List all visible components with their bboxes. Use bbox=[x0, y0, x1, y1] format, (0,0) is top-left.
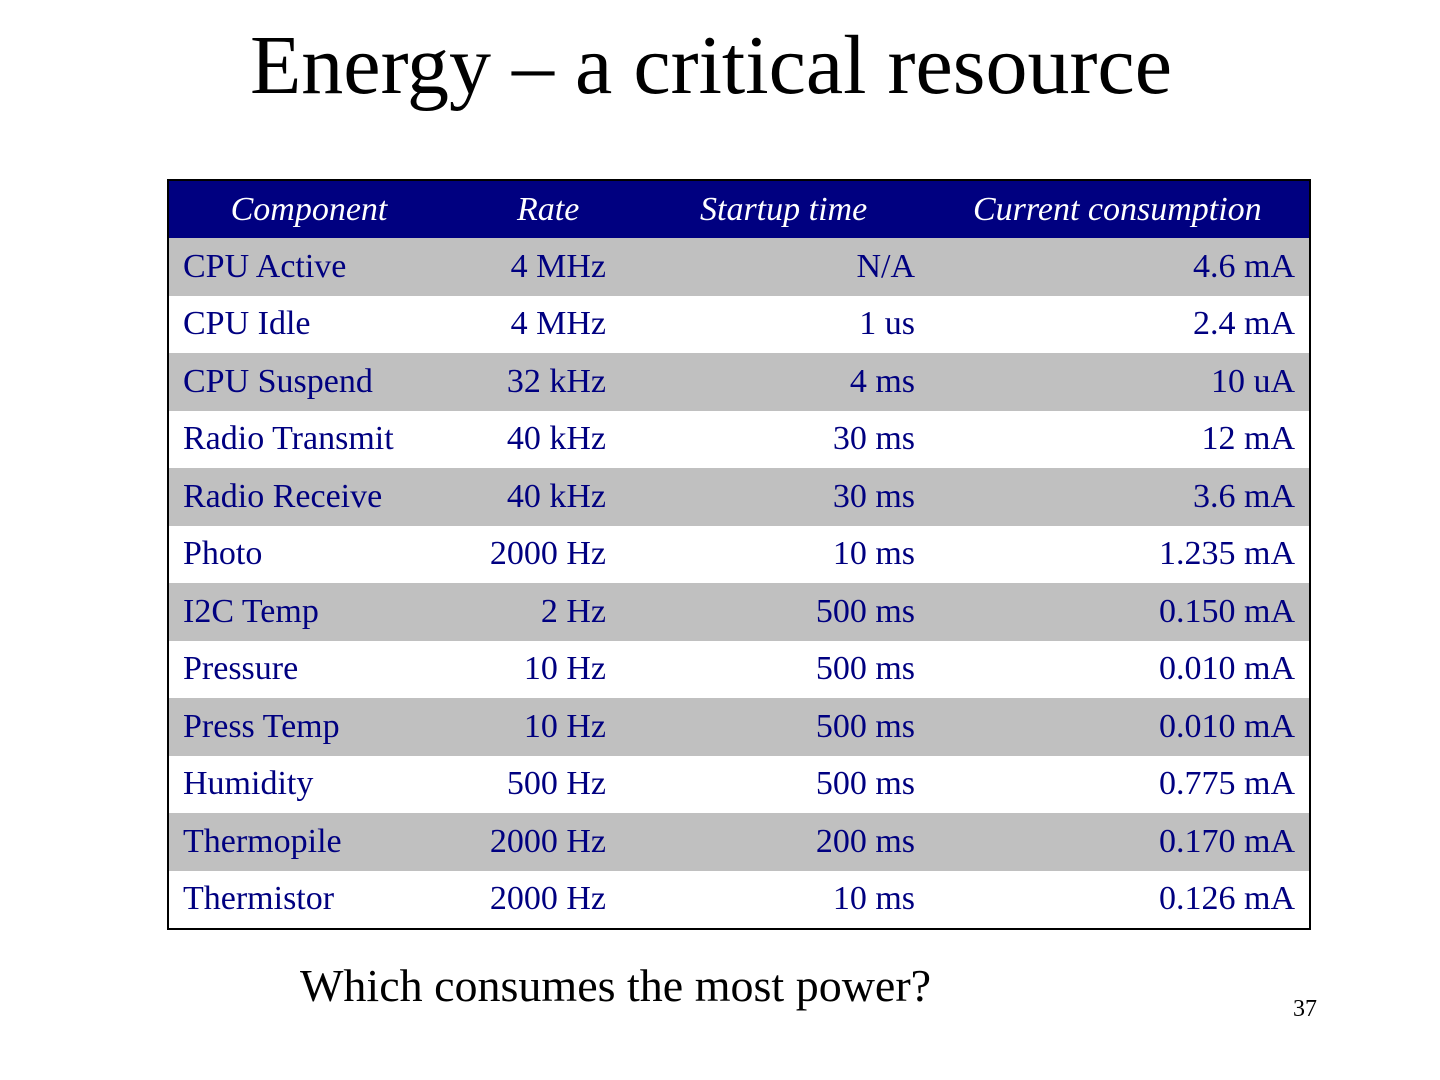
cell-startup-time: 500 ms bbox=[815, 592, 915, 630]
cell-current: 0.010 mA bbox=[1159, 707, 1295, 745]
cell-current: 12 mA bbox=[1201, 420, 1296, 458]
table-row: CPU Active 4 MHz N/A 4.6 mA bbox=[169, 238, 1309, 296]
question-text: Which consumes the most power? bbox=[300, 960, 932, 1011]
cell-startup-time: 10 ms bbox=[832, 880, 915, 918]
table-row: Radio Receive 40 kHz 30 ms 3.6 mA bbox=[169, 468, 1309, 526]
cell-startup-time: 200 ms bbox=[815, 822, 915, 860]
cell-current: 0.126 mA bbox=[1159, 880, 1295, 918]
cell-component: I2C Temp bbox=[183, 592, 319, 630]
table-row: Thermopile 2000 Hz 200 ms 0.170 mA bbox=[169, 813, 1309, 871]
component-table: Component Rate Startup time Current cons… bbox=[167, 179, 1311, 930]
page-number: 37 bbox=[1293, 996, 1317, 1022]
header-component: Component bbox=[230, 190, 388, 228]
cell-component: CPU Suspend bbox=[183, 362, 373, 400]
table-row: Pressure 10 Hz 500 ms 0.010 mA bbox=[169, 640, 1309, 698]
cell-current: 0.170 mA bbox=[1159, 822, 1295, 860]
cell-startup-time: 500 ms bbox=[815, 707, 915, 745]
cell-rate: 2000 Hz bbox=[489, 880, 606, 918]
cell-startup-time: 10 ms bbox=[832, 535, 915, 573]
cell-startup-time: 500 ms bbox=[815, 650, 915, 688]
slide-title: Energy – a critical resource bbox=[250, 19, 1172, 112]
cell-component: Thermistor bbox=[183, 880, 335, 918]
cell-current: 2.4 mA bbox=[1193, 305, 1295, 343]
cell-component: CPU Idle bbox=[183, 305, 311, 343]
cell-rate: 32 kHz bbox=[506, 362, 606, 400]
cell-component: Humidity bbox=[183, 765, 314, 803]
cell-rate: 10 Hz bbox=[523, 650, 606, 688]
table-row: Photo 2000 Hz 10 ms 1.235 mA bbox=[169, 525, 1309, 583]
cell-current: 1.235 mA bbox=[1159, 535, 1295, 573]
header-current-consumption: Current consumption bbox=[973, 190, 1262, 228]
cell-startup-time: 1 us bbox=[859, 305, 915, 343]
cell-startup-time: 30 ms bbox=[832, 477, 915, 515]
table-row: Thermistor 2000 Hz 10 ms 0.126 mA bbox=[169, 870, 1309, 928]
table-header-row: Component Rate Startup time Current cons… bbox=[169, 181, 1309, 238]
cell-rate: 2 Hz bbox=[540, 592, 606, 630]
cell-component: Photo bbox=[183, 535, 263, 573]
table-row: Radio Transmit 40 kHz 30 ms 12 mA bbox=[169, 410, 1309, 468]
cell-rate: 40 kHz bbox=[506, 477, 606, 515]
cell-current: 0.775 mA bbox=[1159, 765, 1295, 803]
table-row: Humidity 500 Hz 500 ms 0.775 mA bbox=[169, 755, 1309, 813]
header-rate: Rate bbox=[517, 190, 580, 228]
table-row: Press Temp 10 Hz 500 ms 0.010 mA bbox=[169, 698, 1309, 756]
header-startup-time: Startup time bbox=[700, 190, 868, 228]
cell-current: 10 uA bbox=[1210, 362, 1295, 400]
cell-rate: 2000 Hz bbox=[489, 535, 606, 573]
cell-startup-time: 4 ms bbox=[849, 362, 915, 400]
cell-component: Thermopile bbox=[183, 822, 342, 860]
table-row: CPU Suspend 32 kHz 4 ms 10 uA bbox=[169, 353, 1309, 411]
cell-startup-time: 500 ms bbox=[815, 765, 915, 803]
cell-component: Radio Transmit bbox=[183, 420, 394, 458]
cell-current: 0.150 mA bbox=[1159, 592, 1295, 630]
cell-rate: 10 Hz bbox=[523, 707, 606, 745]
cell-rate: 2000 Hz bbox=[489, 822, 606, 860]
table-row: I2C Temp 2 Hz 500 ms 0.150 mA bbox=[169, 583, 1309, 641]
cell-current: 0.010 mA bbox=[1159, 650, 1295, 688]
cell-current: 4.6 mA bbox=[1193, 247, 1295, 285]
cell-startup-time: 30 ms bbox=[832, 420, 915, 458]
cell-current: 3.6 mA bbox=[1193, 477, 1295, 515]
cell-component: CPU Active bbox=[183, 247, 347, 285]
cell-rate: 40 kHz bbox=[506, 420, 606, 458]
cell-rate: 4 MHz bbox=[510, 247, 606, 285]
cell-startup-time: N/A bbox=[856, 247, 915, 285]
table-row: CPU Idle 4 MHz 1 us 2.4 mA bbox=[169, 295, 1309, 353]
cell-component: Press Temp bbox=[183, 707, 340, 745]
cell-component: Pressure bbox=[183, 650, 299, 688]
cell-component: Radio Receive bbox=[183, 477, 383, 515]
cell-rate: 500 Hz bbox=[506, 765, 606, 803]
cell-rate: 4 MHz bbox=[510, 305, 606, 343]
